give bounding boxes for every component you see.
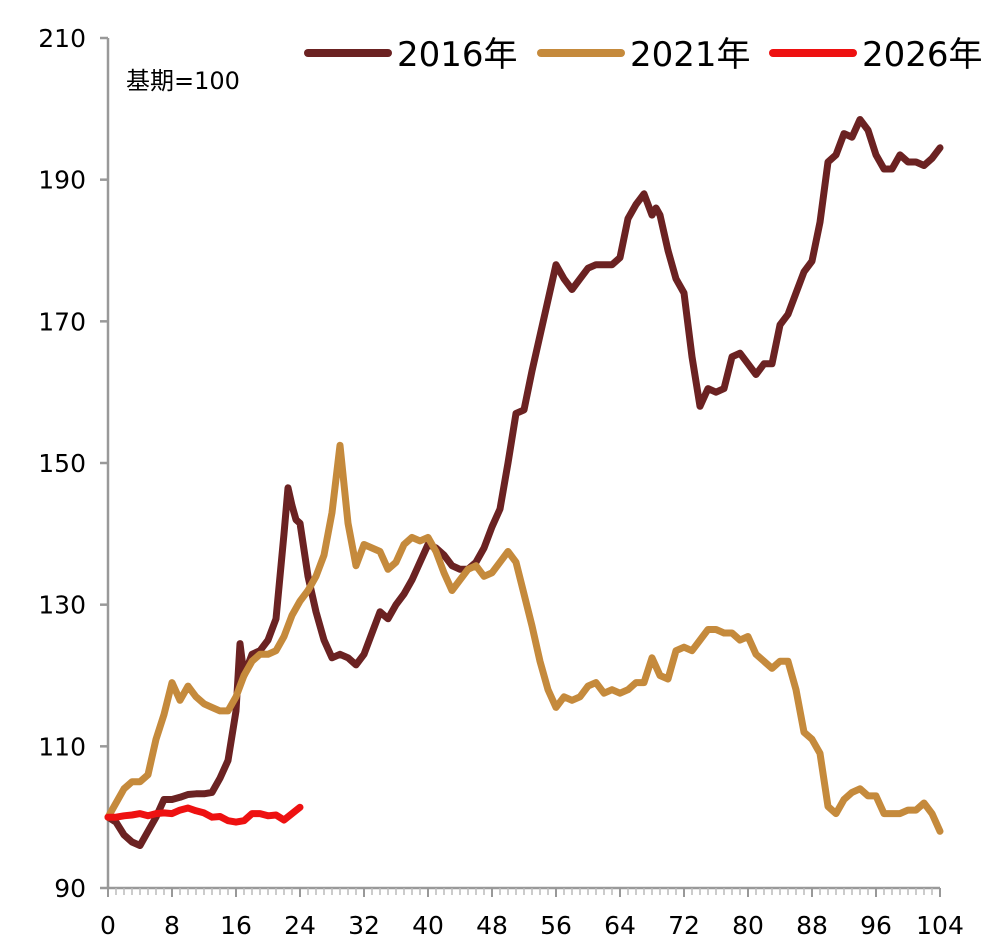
x-tick-label: 56 [540, 911, 572, 940]
y-tick-label: 90 [54, 874, 86, 903]
legend-label-1: 2021年 [630, 35, 751, 75]
x-tick-label: 16 [220, 911, 252, 940]
x-tick-label: 88 [796, 911, 828, 940]
y-tick-label: 170 [38, 307, 86, 336]
series-line-0 [104, 116, 944, 849]
legend: 2016年 2021年 2026年 [304, 35, 983, 75]
x-tick-label: 32 [348, 911, 380, 940]
axes: 90 110 130 150 170 190 210 0 8 16 24 32 40 48 56 64 72 80… [38, 24, 964, 940]
series-lines [104, 116, 944, 849]
x-tick-label: 64 [604, 911, 636, 940]
x-tick-label: 24 [284, 911, 316, 940]
y-tick-label: 190 [38, 166, 86, 195]
x-tick-label: 48 [476, 911, 508, 940]
y-tick-label: 150 [38, 449, 86, 478]
x-tick-label: 72 [668, 911, 700, 940]
x-tick-label: 8 [164, 911, 180, 940]
y-tick-label: 110 [38, 732, 86, 761]
x-tick-label: 0 [100, 911, 116, 940]
x-tick-label: 40 [412, 911, 444, 940]
y-tick-label: 210 [38, 24, 86, 53]
legend-label-0: 2016年 [397, 35, 518, 75]
legend-label-2: 2026年 [862, 35, 983, 75]
x-tick-label: 80 [732, 911, 764, 940]
base-period-note: 基期=100 [126, 67, 240, 95]
x-tick-label: 96 [860, 911, 892, 940]
x-tick-label: 104 [916, 911, 964, 940]
series-line-2 [104, 803, 304, 826]
y-tick-label: 130 [38, 591, 86, 620]
series-line-1 [104, 441, 944, 835]
